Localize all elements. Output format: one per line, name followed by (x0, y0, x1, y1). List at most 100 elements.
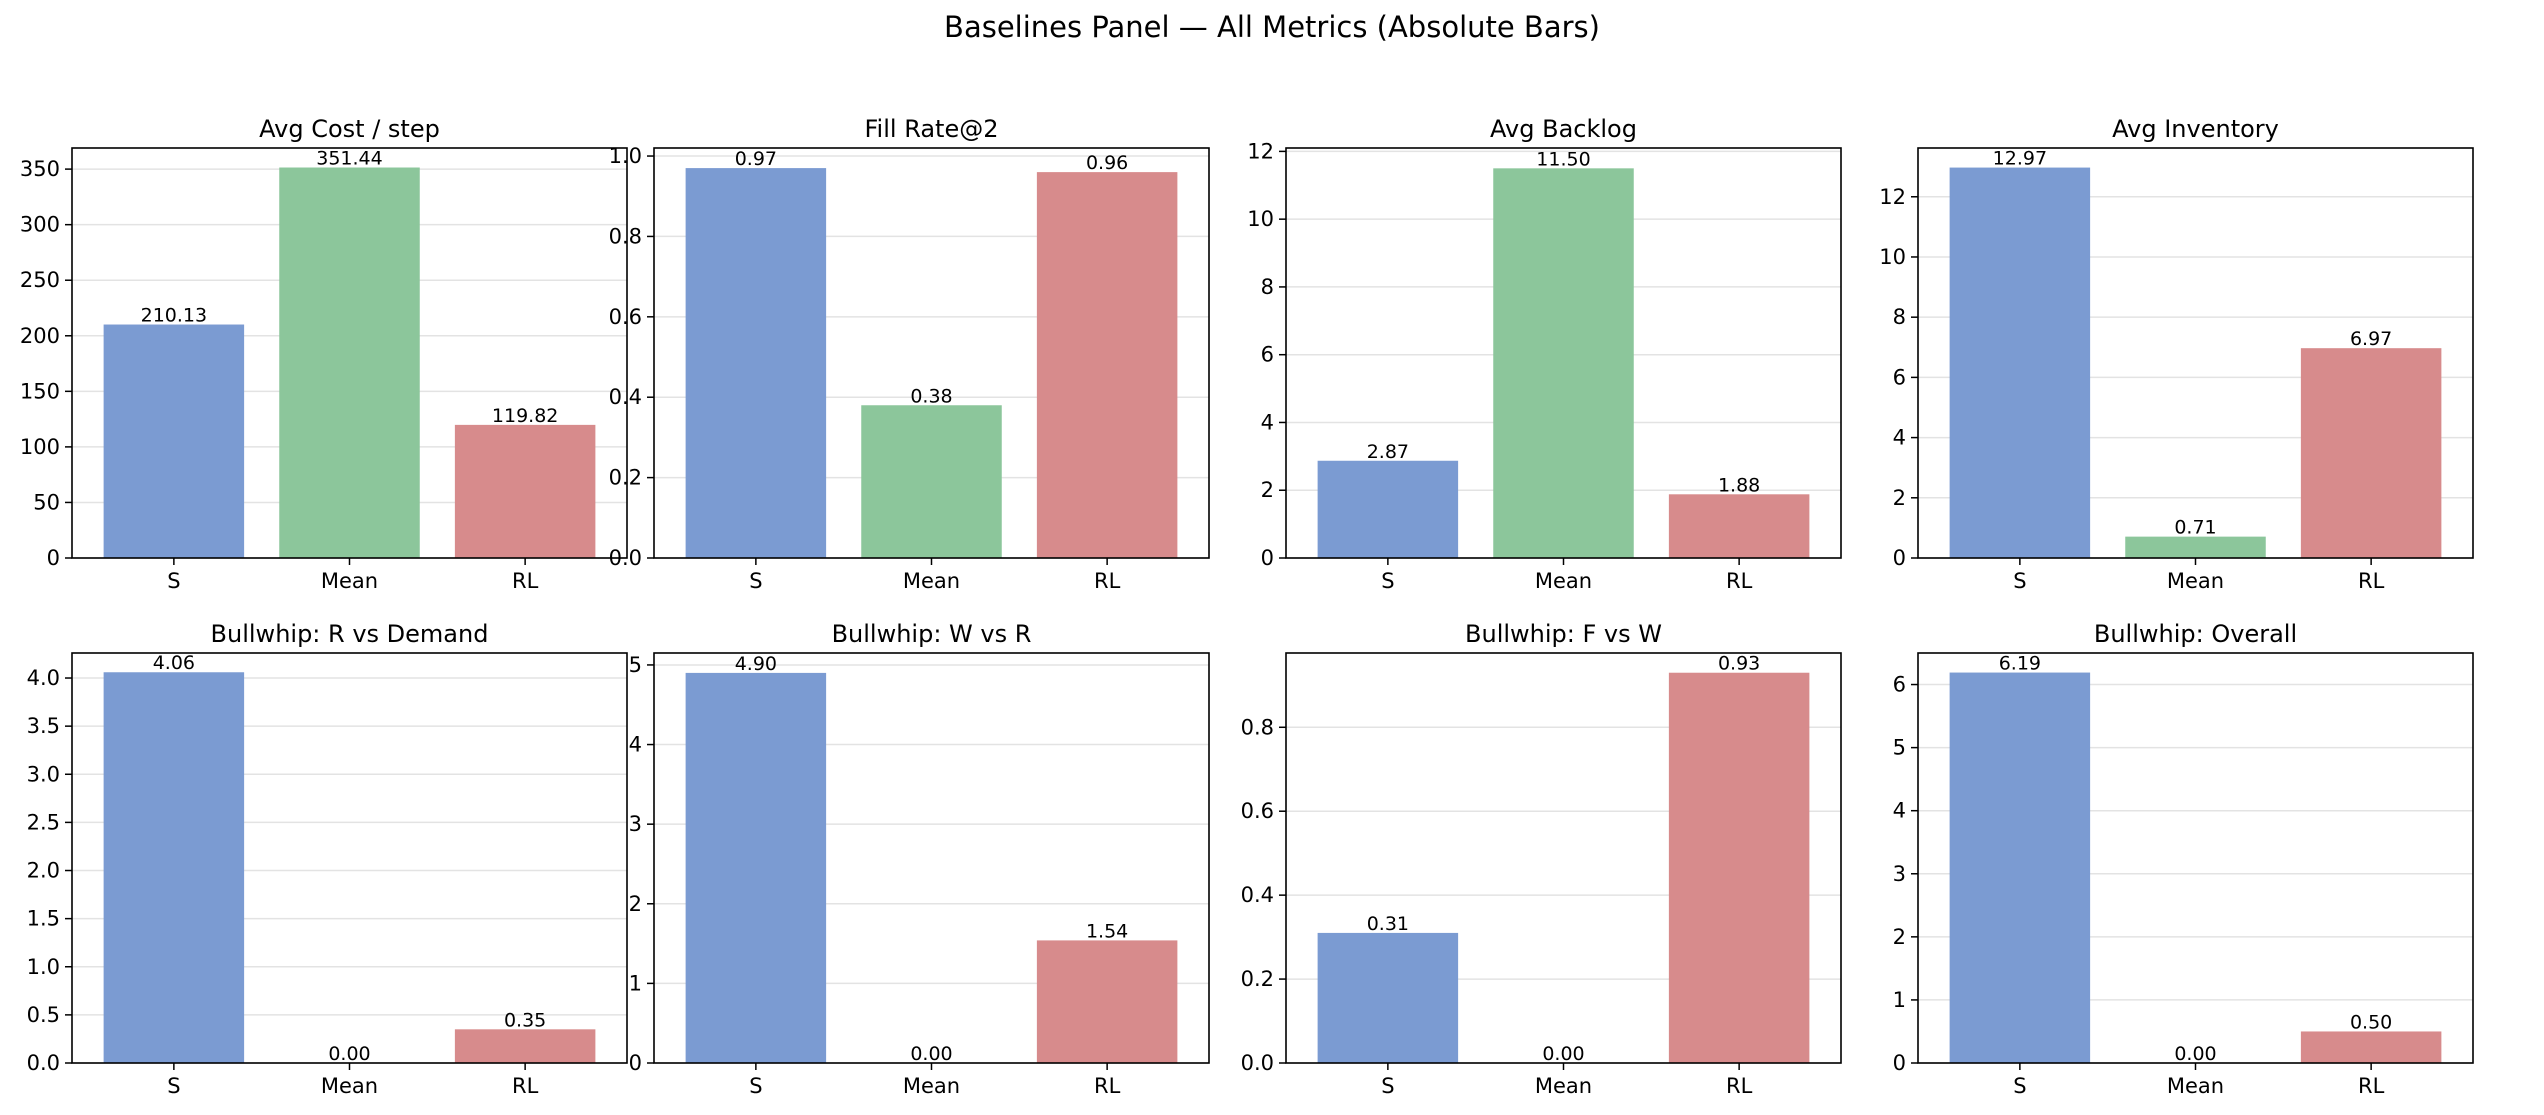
y-tick-label: 300 (20, 213, 60, 237)
panel-title: Avg Cost / step (259, 115, 440, 143)
bar-value-label: 11.50 (1536, 148, 1590, 170)
y-tick-label: 2.0 (27, 859, 60, 883)
x-tick-label: Mean (903, 1074, 960, 1098)
axes-frame (1285, 652, 1842, 1064)
y-tick-label: 1.0 (27, 955, 60, 979)
x-tick-label: RL (512, 1074, 539, 1098)
bar (1036, 940, 1178, 1063)
y-tick-label: 200 (20, 324, 60, 348)
x-tick-label: S (749, 569, 762, 593)
x-tick-label: S (167, 1074, 180, 1098)
y-tick-label: 4 (629, 733, 642, 757)
y-tick-label: 12 (1879, 185, 1906, 209)
panel-title: Bullwhip: W vs R (832, 620, 1032, 648)
bar-value-label: 0.38 (910, 385, 952, 407)
bar-value-label: 0.35 (504, 1009, 546, 1031)
bar-value-label: 4.90 (735, 653, 777, 675)
panel-title: Avg Inventory (2112, 115, 2279, 143)
x-tick-label: RL (1726, 1074, 1753, 1098)
bar-value-label: 351.44 (316, 148, 382, 170)
bar (1317, 932, 1459, 1063)
y-tick-label: 5 (629, 653, 642, 677)
bar (1949, 167, 2091, 558)
chart-panel: 0.0 0.2 0.4 0.6 0.8 0.31 S 0.00 Mean 0.93 RL Bullwh… (1241, 620, 1842, 1098)
chart-panel: 0 1 2 3 4 5 6 6.19 S 0.00 Mean 0.50 RL Bullwhip: Over… (1893, 620, 2474, 1098)
bar-value-label: 1.54 (1086, 920, 1128, 942)
y-tick-label: 4 (1893, 799, 1906, 823)
panel-title: Bullwhip: F vs W (1465, 620, 1662, 648)
x-tick-label: S (1381, 569, 1394, 593)
panel-title: Bullwhip: R vs Demand (211, 620, 489, 648)
bar-value-label: 1.88 (1718, 474, 1760, 496)
figure-title: Baselines Panel — All Metrics (Absolute … (944, 10, 1600, 44)
x-tick-label: Mean (321, 1074, 378, 1098)
y-tick-label: 0.2 (609, 466, 642, 490)
y-tick-label: 1.5 (27, 907, 60, 931)
x-tick-label: RL (1726, 569, 1753, 593)
y-tick-label: 0.2 (1241, 967, 1274, 991)
chart-panel: 0 2 4 6 8 10 12 12.97 S 0.71 Mean 6.97 RL Avg Invento… (1879, 115, 2474, 593)
y-tick-label: 0.0 (609, 546, 642, 570)
y-tick-label: 2 (629, 892, 642, 916)
y-tick-label: 0.5 (27, 1003, 60, 1027)
y-tick-label: 8 (1261, 275, 1274, 299)
y-tick-label: 0.0 (27, 1051, 60, 1075)
bar-value-label: 0.96 (1086, 152, 1128, 174)
bar-value-label: 119.82 (492, 405, 558, 427)
y-tick-label: 2 (1261, 478, 1274, 502)
y-tick-label: 6 (1261, 343, 1274, 367)
y-tick-label: 4.0 (27, 666, 60, 690)
bar-value-label: 0.71 (2174, 517, 2216, 539)
chart-panel: 0 50 100 150 200 250 300 350 210.13 S 351.44 Mean 11… (20, 115, 628, 593)
y-tick-label: 5 (1893, 736, 1906, 760)
axes-frame (71, 147, 628, 559)
y-tick-label: 2 (1893, 486, 1906, 510)
bar-value-label: 210.13 (141, 305, 207, 327)
y-tick-label: 10 (1247, 207, 1274, 231)
bar (454, 424, 596, 558)
x-tick-label: RL (1094, 1074, 1121, 1098)
y-tick-label: 0 (1893, 546, 1906, 570)
bar (685, 168, 827, 559)
x-tick-label: S (167, 569, 180, 593)
bar-value-label: 0.31 (1367, 913, 1409, 935)
y-tick-label: 0 (629, 1051, 642, 1075)
y-tick-label: 0 (47, 546, 60, 570)
bar-value-label: 6.97 (2350, 328, 2392, 350)
y-tick-label: 12 (1247, 139, 1274, 163)
bar-value-label: 0.50 (2350, 1011, 2392, 1033)
bar (454, 1029, 596, 1063)
panel-title: Fill Rate@2 (865, 115, 999, 143)
bar (2300, 348, 2442, 558)
bar-value-label: 4.06 (153, 652, 195, 674)
y-tick-label: 8 (1893, 305, 1906, 329)
y-tick-label: 2.5 (27, 810, 60, 834)
bar (103, 324, 245, 558)
bar (103, 672, 245, 1063)
y-tick-label: 1.0 (609, 144, 642, 168)
axes-frame (653, 652, 1210, 1064)
chart-panel: 0.0 0.5 1.0 1.5 2.0 2.5 3.0 3.5 4.0 4.06 S 0.00 Mean… (27, 620, 628, 1098)
y-tick-label: 100 (20, 435, 60, 459)
bar (1668, 494, 1810, 558)
x-tick-label: Mean (2167, 569, 2224, 593)
x-tick-label: S (2013, 569, 2026, 593)
x-tick-label: RL (2358, 1074, 2385, 1098)
bar-value-label: 0.93 (1718, 653, 1760, 675)
y-tick-label: 3.5 (27, 714, 60, 738)
x-tick-label: Mean (1535, 1074, 1592, 1098)
axes-frame (1917, 652, 2474, 1064)
bar-value-label: 0.00 (328, 1043, 370, 1065)
y-tick-label: 6 (1893, 365, 1906, 389)
bar (1949, 672, 2091, 1063)
y-tick-label: 0.4 (609, 385, 642, 409)
y-tick-label: 3.0 (27, 762, 60, 786)
bar (1668, 672, 1810, 1063)
bar (279, 167, 420, 558)
x-tick-label: RL (1094, 569, 1121, 593)
x-tick-label: S (2013, 1074, 2026, 1098)
y-tick-label: 0 (1261, 546, 1274, 570)
y-tick-label: 3 (629, 812, 642, 836)
y-tick-label: 1 (1893, 988, 1906, 1012)
